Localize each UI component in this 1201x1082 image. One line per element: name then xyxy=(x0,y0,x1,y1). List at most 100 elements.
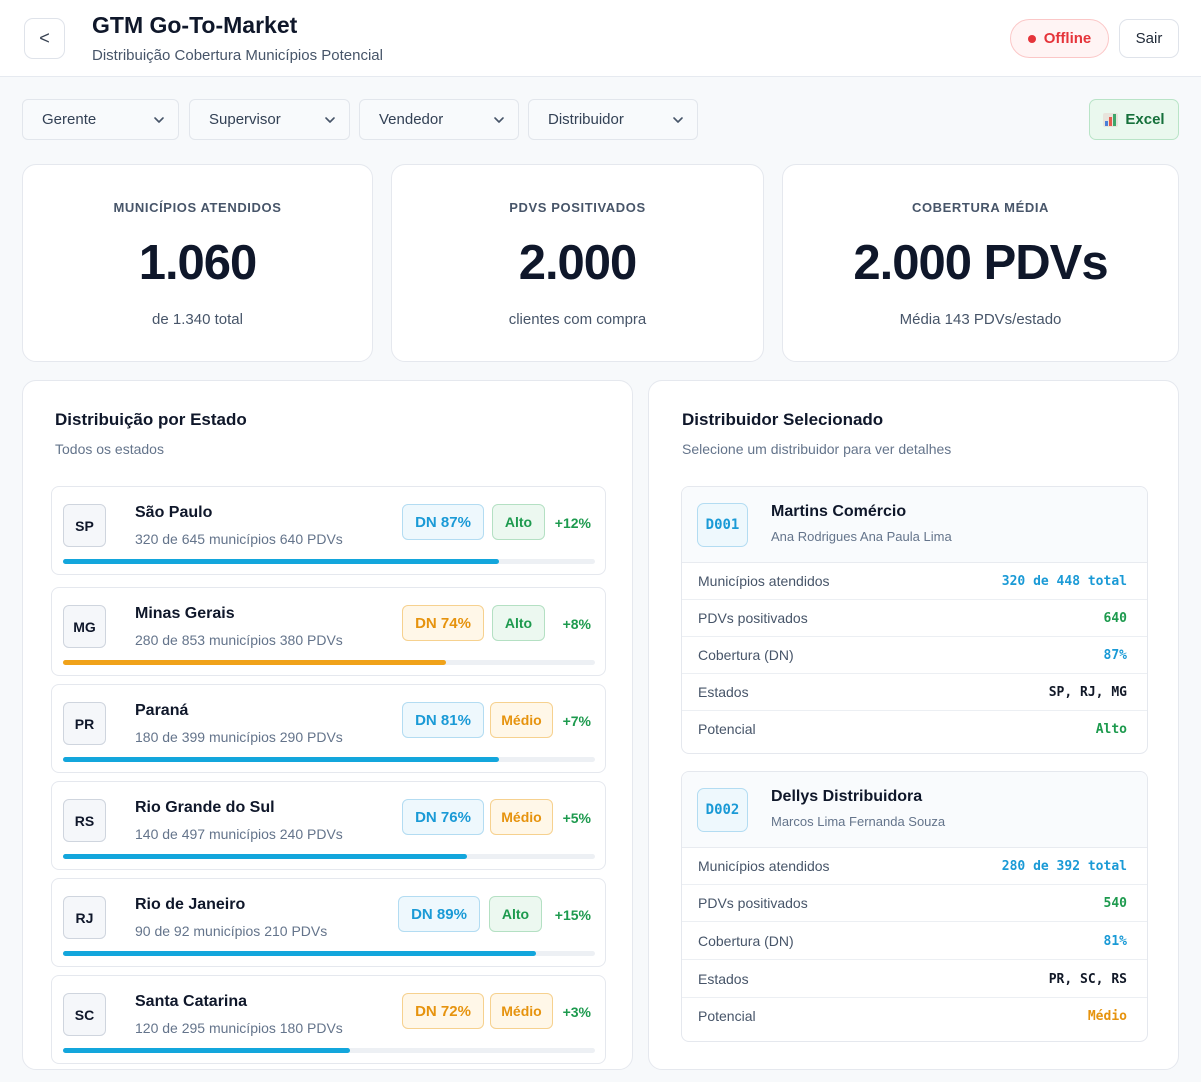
detail-value: SP, RJ, MG xyxy=(1048,685,1127,700)
distributor-panel: Distribuidor Selecionado Selecione um di… xyxy=(648,380,1179,1070)
detail-value: 87% xyxy=(1103,648,1127,663)
detail-row: Estados PR, SC, RS xyxy=(682,961,1147,998)
coverage-progress-fill xyxy=(63,660,447,665)
states-panel-subtitle: Todos os estados xyxy=(55,441,164,457)
detail-row: Municípios atendidos 320 de 448 total xyxy=(682,563,1147,600)
filter-distribuidor[interactable]: Distribuidor xyxy=(528,99,698,140)
dn-badge: DN 89% xyxy=(398,896,480,932)
page-title: GTM Go-To-Market xyxy=(92,12,298,38)
potential-badge: Médio xyxy=(490,702,553,738)
detail-row: Potencial Médio xyxy=(682,998,1147,1035)
distributor-panel-title: Distribuidor Selecionado xyxy=(682,410,884,429)
state-detail: 140 de 497 municípios 240 PDVs xyxy=(135,826,343,842)
detail-value: 280 de 392 total xyxy=(1001,859,1127,874)
detail-value: 640 xyxy=(1103,611,1127,626)
state-name: Minas Gerais xyxy=(135,605,235,622)
distributor-people: Ana Rodrigues Ana Paula Lima xyxy=(771,529,952,544)
state-row-sc[interactable]: SC Santa Catarina 120 de 295 municípios … xyxy=(51,975,606,1064)
kpi-card-pdvs: PDVS POSITIVADOS 2.000 clientes com comp… xyxy=(391,164,764,362)
coverage-progress-fill xyxy=(63,1048,351,1053)
growth-value: +8% xyxy=(562,616,591,632)
back-button[interactable]: < xyxy=(24,18,65,59)
detail-row: PDVs positivados 640 xyxy=(682,600,1147,637)
chevron-down-icon xyxy=(494,117,504,123)
potential-badge: Médio xyxy=(490,993,553,1029)
coverage-progress-bar xyxy=(63,1048,595,1053)
status-dot-icon xyxy=(1027,34,1036,43)
detail-label: Municípios atendidos xyxy=(698,858,830,874)
kpi-label: COBERTURA MÉDIA xyxy=(911,200,1050,215)
distributor-card-d002[interactable]: D002 Dellys Distribuidora Marcos Lima Fe… xyxy=(681,771,1148,1042)
growth-value: +15% xyxy=(554,907,591,923)
dn-badge: DN 76% xyxy=(402,799,484,835)
kpi-label: MUNICÍPIOS ATENDIDOS xyxy=(113,200,282,215)
detail-value: Alto xyxy=(1095,722,1127,737)
filter-vendedor[interactable]: Vendedor xyxy=(359,99,519,140)
coverage-progress-bar xyxy=(63,854,595,859)
state-row-mg[interactable]: MG Minas Gerais 280 de 853 municípios 38… xyxy=(51,587,606,676)
state-row-rj[interactable]: RJ Rio de Janeiro 90 de 92 municípios 21… xyxy=(51,878,606,967)
growth-value: +7% xyxy=(562,713,591,729)
kpi-subtext: Média 143 PDVs/estado xyxy=(899,311,1062,328)
distributor-card-d001[interactable]: D001 Martins Comércio Ana Rodrigues Ana … xyxy=(681,486,1148,754)
distributor-card-header: D002 Dellys Distribuidora Marcos Lima Fe… xyxy=(682,772,1147,848)
filter-label: Supervisor xyxy=(209,111,281,128)
app-header: < GTM Go-To-Market Distribuição Cobertur… xyxy=(0,0,1201,77)
state-name: Santa Catarina xyxy=(135,993,248,1010)
detail-label: Potencial xyxy=(698,1008,756,1024)
filter-supervisor[interactable]: Supervisor xyxy=(189,99,350,140)
detail-row: Potencial Alto xyxy=(682,711,1147,748)
coverage-progress-bar xyxy=(63,559,595,564)
distributor-card-header: D001 Martins Comércio Ana Rodrigues Ana … xyxy=(682,487,1147,563)
detail-label: PDVs positivados xyxy=(698,895,808,911)
detail-label: Estados xyxy=(698,971,749,987)
state-code-badge: MG xyxy=(63,605,106,648)
state-code-badge: RJ xyxy=(63,896,106,939)
kpi-label: PDVS POSITIVADOS xyxy=(509,200,646,215)
logout-button[interactable]: Sair xyxy=(1119,19,1179,58)
state-row-sp[interactable]: SP São Paulo 320 de 645 municípios 640 P… xyxy=(51,486,606,575)
state-name: São Paulo xyxy=(135,504,213,521)
growth-value: +5% xyxy=(562,810,591,826)
filter-label: Distribuidor xyxy=(548,111,624,128)
state-detail: 180 de 399 municípios 290 PDVs xyxy=(135,729,343,745)
detail-row: Cobertura (DN) 87% xyxy=(682,637,1147,674)
state-name: Rio Grande do Sul xyxy=(135,799,275,816)
detail-row: PDVs positivados 540 xyxy=(682,885,1147,922)
distributor-code-badge: D002 xyxy=(697,788,748,832)
state-name: Paraná xyxy=(135,702,189,719)
chevron-down-icon xyxy=(673,117,683,123)
export-excel-label: Excel xyxy=(1125,111,1165,128)
detail-label: Potencial xyxy=(698,721,756,737)
coverage-progress-fill xyxy=(63,951,537,956)
state-row-pr[interactable]: PR Paraná 180 de 399 municípios 290 PDVs… xyxy=(51,684,606,773)
detail-value: PR, SC, RS xyxy=(1048,972,1127,987)
filter-label: Gerente xyxy=(42,111,97,128)
detail-label: Cobertura (DN) xyxy=(698,933,794,949)
distributor-people: Marcos Lima Fernanda Souza xyxy=(771,814,946,829)
detail-value: 81% xyxy=(1103,934,1127,949)
state-code-badge: PR xyxy=(63,702,106,745)
distributor-panel-subtitle: Selecione um distribuidor para ver detal… xyxy=(682,441,952,457)
filter-gerente[interactable]: Gerente xyxy=(22,99,179,140)
coverage-progress-bar xyxy=(63,951,595,956)
potential-badge: Alto xyxy=(492,504,545,540)
distributor-name: Dellys Distribuidora xyxy=(771,788,923,805)
status-label: Offline xyxy=(1043,30,1092,47)
states-panel-title: Distribuição por Estado xyxy=(55,410,247,429)
state-code-badge: SC xyxy=(63,993,106,1036)
filter-label: Vendedor xyxy=(379,111,444,128)
state-code-badge: RS xyxy=(63,799,106,842)
coverage-progress-fill xyxy=(63,854,468,859)
bar-chart-icon xyxy=(1103,112,1119,127)
kpi-value: 2.000 xyxy=(518,236,638,290)
page-subtitle: Distribuição Cobertura Municípios Potenc… xyxy=(92,47,383,64)
state-row-rs[interactable]: RS Rio Grande do Sul 140 de 497 municípi… xyxy=(51,781,606,870)
detail-row: Cobertura (DN) 81% xyxy=(682,923,1147,960)
states-panel: Distribuição por Estado Todos os estados… xyxy=(22,380,633,1070)
detail-label: Municípios atendidos xyxy=(698,573,830,589)
export-excel-button[interactable]: Excel xyxy=(1089,99,1179,140)
growth-value: +12% xyxy=(554,515,591,531)
state-detail: 280 de 853 municípios 380 PDVs xyxy=(135,632,343,648)
dn-badge: DN 87% xyxy=(402,504,484,540)
